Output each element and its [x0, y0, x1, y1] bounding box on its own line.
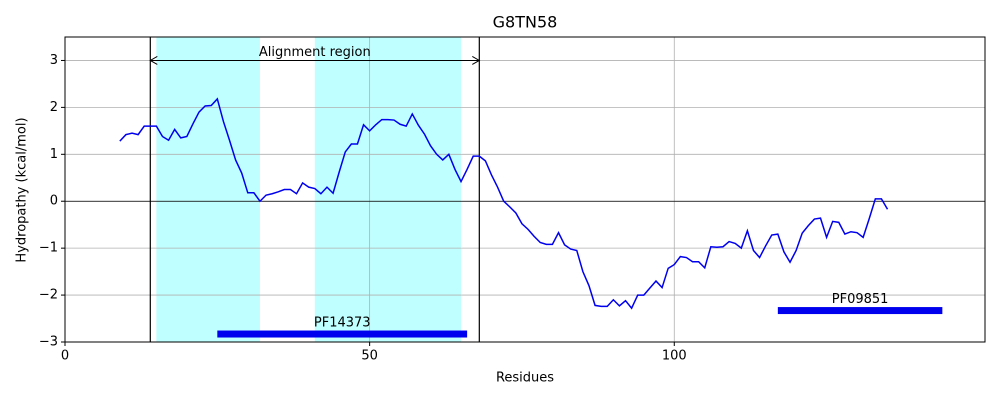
- x-tick-label: 0: [61, 349, 69, 364]
- alignment-arrow: [149, 56, 481, 65]
- plot-frame: [64, 36, 986, 343]
- y-tick-label: −2: [39, 288, 58, 303]
- y-tick-label: 0: [50, 194, 58, 209]
- x-tick-label: 100: [662, 349, 687, 364]
- alignment-label: Alignment region: [259, 45, 371, 60]
- domain-label: PF14373: [314, 316, 371, 331]
- x-tick-label: 50: [361, 349, 378, 364]
- y-axis-label: Hydropathy (kcal/mol): [15, 117, 30, 262]
- x-axis-label: Residues: [496, 371, 554, 386]
- chart-title: G8TN58: [493, 13, 558, 32]
- hydropathy-line: [119, 97, 889, 310]
- y-tick-label: 1: [50, 147, 58, 162]
- domain-label: PF09851: [832, 292, 889, 307]
- domain-bar: [777, 307, 943, 315]
- domain-bar: [217, 330, 468, 338]
- highlight-span: [314, 37, 462, 342]
- y-tick-label: 3: [50, 53, 58, 68]
- y-tick-label: −1: [39, 241, 58, 256]
- y-tick-label: −3: [39, 335, 58, 350]
- highlight-span: [156, 37, 260, 342]
- y-tick-label: 2: [50, 100, 58, 115]
